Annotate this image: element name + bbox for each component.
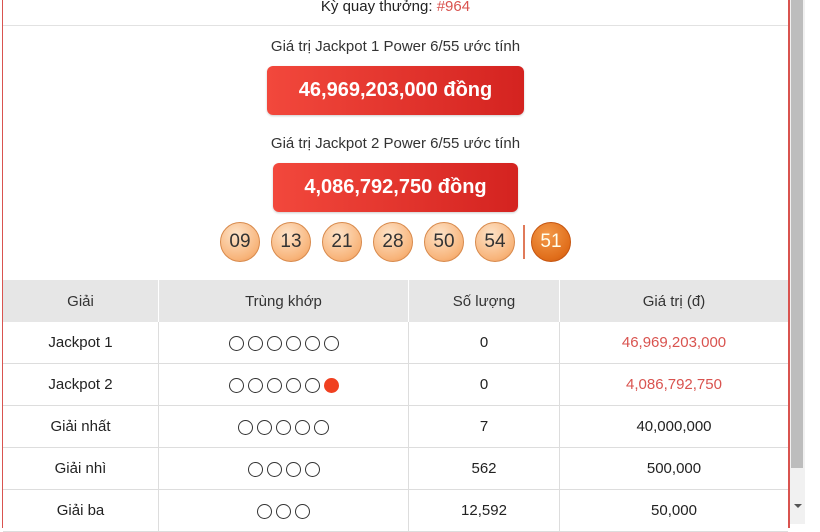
number-ball: 28 — [373, 222, 413, 262]
number-ball: 13 — [271, 222, 311, 262]
draw-info: Kỳ quay thưởng: #964 — [3, 0, 788, 16]
prize-name: Giải ba — [3, 489, 159, 532]
match-circle-icon — [285, 461, 301, 477]
match-circle-icon — [247, 377, 263, 393]
match-circle-icon — [304, 461, 320, 477]
table-row: Giải ba 12,592 50,000 — [3, 489, 788, 532]
draw-label: Kỳ quay thưởng: — [320, 0, 437, 15]
prize-value: 46,969,203,000 — [559, 322, 788, 364]
jackpot2-label: Giá trị Jackpot 2 Power 6/55 ước tính — [270, 135, 521, 152]
winner-count: 0 — [408, 322, 560, 364]
table-row: Giải nhì 562 500,000 — [3, 447, 788, 490]
header-value: Giá trị (đ) — [559, 280, 788, 322]
prize-name: Jackpot 1 — [3, 322, 159, 364]
match-circle-icon — [285, 335, 301, 351]
winner-count: 12,592 — [408, 489, 560, 532]
scroll-down-arrow-icon[interactable] — [794, 504, 802, 508]
header-prize: Giải — [3, 280, 159, 322]
match-circle-icon — [238, 419, 253, 435]
number-ball: 54 — [475, 222, 515, 262]
prize-value: 4,086,792,750 — [559, 363, 788, 406]
match-circle-icon — [257, 419, 272, 435]
match-indicator — [158, 363, 409, 406]
match-circle-icon — [314, 419, 329, 435]
prize-value: 50,000 — [559, 489, 788, 532]
match-circle-icon — [247, 335, 263, 351]
match-circle-icon — [228, 335, 244, 351]
prize-name: Jackpot 2 — [3, 363, 159, 406]
divider — [3, 25, 788, 26]
header-count: Số lượng — [408, 280, 560, 322]
match-circle-icon — [285, 377, 301, 393]
prize-name: Giải nhất — [3, 405, 159, 448]
match-indicator — [158, 447, 409, 490]
prize-name: Giải nhì — [3, 447, 159, 490]
match-circle-icon — [276, 503, 291, 519]
winner-count: 7 — [408, 405, 560, 448]
scrollbar[interactable] — [790, 0, 805, 524]
match-indicator — [158, 489, 409, 532]
table-row: Jackpot 1 0 46,969,203,000 — [3, 322, 788, 364]
prize-table: Giải Trùng khớp Số lượng Giá trị (đ) Jac… — [3, 280, 788, 532]
number-ball: 09 — [220, 222, 260, 262]
match-circle-icon — [323, 335, 339, 351]
power-ball: 51 — [531, 222, 571, 262]
match-circle-icon — [295, 419, 310, 435]
table-row: Jackpot 2 0 4,086,792,750 — [3, 363, 788, 406]
match-indicator — [158, 405, 409, 448]
match-circle-icon — [266, 461, 282, 477]
winner-count: 562 — [408, 447, 560, 490]
header-match: Trùng khớp — [158, 280, 409, 322]
match-circle-icon — [276, 419, 291, 435]
ball-separator — [523, 225, 525, 259]
match-circle-icon — [247, 461, 263, 477]
scrollbar-thumb[interactable] — [791, 0, 803, 468]
match-circle-icon — [304, 335, 320, 351]
table-row: Giải nhất 7 40,000,000 — [3, 405, 788, 448]
match-circle-icon — [257, 503, 272, 519]
number-ball: 50 — [424, 222, 464, 262]
jackpot2-value: 4,086,792,750 đồng — [273, 163, 518, 212]
results-panel: Kỳ quay thưởng: #964 Giá trị Jackpot 1 P… — [2, 0, 790, 532]
match-circle-icon — [266, 335, 282, 351]
draw-number[interactable]: #964 — [436, 0, 471, 15]
match-indicator — [158, 322, 409, 364]
match-circle-icon — [266, 377, 282, 393]
table-header: Giải Trùng khớp Số lượng Giá trị (đ) — [3, 280, 788, 322]
prize-value: 500,000 — [559, 447, 788, 490]
prize-value: 40,000,000 — [559, 405, 788, 448]
jackpot1-label: Giá trị Jackpot 1 Power 6/55 ước tính — [270, 38, 521, 55]
winner-count: 0 — [408, 363, 560, 406]
jackpot1-value: 46,969,203,000 đồng — [267, 66, 524, 115]
number-ball: 21 — [322, 222, 362, 262]
match-circle-icon — [228, 377, 244, 393]
match-circle-icon — [304, 377, 320, 393]
match-circle-icon — [295, 503, 310, 519]
power-match-dot-icon — [323, 377, 339, 393]
